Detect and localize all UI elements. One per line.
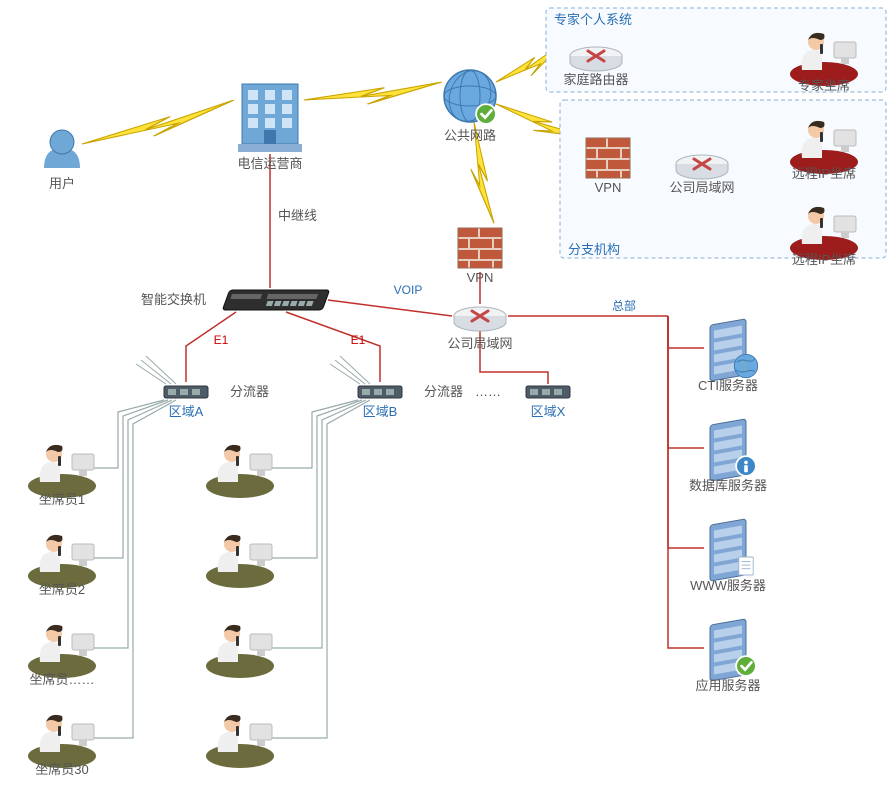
label: 坐席员2 xyxy=(39,582,85,597)
label: 应用服务器 xyxy=(695,678,760,693)
label: 坐席员30 xyxy=(35,762,88,777)
lightning-link xyxy=(79,100,237,150)
home-router-icon xyxy=(570,47,622,71)
label: 公司局域网 xyxy=(669,180,734,195)
label: VOIP xyxy=(394,283,423,297)
label: E1 xyxy=(214,333,229,347)
network-diagram: 专家个人系统分支机构 中继线 E1 E1 VOIP 总部 用户 电信运营商智能交换机 公共网路 V… xyxy=(0,0,896,799)
label: 公共网路 xyxy=(444,128,496,143)
agent-b xyxy=(206,445,274,498)
label: 智能交换机 xyxy=(141,292,206,307)
label: 坐席员…… xyxy=(29,672,94,687)
label: 公司局域网 xyxy=(447,336,512,351)
label: 区域X xyxy=(531,404,566,419)
agent-a xyxy=(28,715,96,768)
label: 数据库服务器 xyxy=(689,478,767,493)
label: 专家个人系统 xyxy=(554,12,632,27)
label: 家庭路由器 xyxy=(563,72,628,87)
carrier-icon xyxy=(238,84,302,152)
miniglobe-badge xyxy=(734,354,757,377)
branch-router-icon xyxy=(676,155,728,179)
check-icon xyxy=(476,104,496,124)
splitter-b-icon xyxy=(358,386,402,398)
label: CTI服务器 xyxy=(698,378,758,393)
label: 远程IP坐席 xyxy=(792,166,856,181)
branch-vpn-icon xyxy=(586,138,630,178)
label: 用户 xyxy=(49,176,75,191)
switch-icon xyxy=(222,290,329,310)
hq-router-icon xyxy=(454,307,506,331)
label: 坐席员1 xyxy=(39,492,85,507)
label: 电信运营商 xyxy=(237,156,302,171)
doc-badge xyxy=(739,557,753,575)
label: 远程IP坐席 xyxy=(792,252,856,267)
agent-b xyxy=(206,625,274,678)
label: E1 xyxy=(351,333,366,347)
label: 分流器 xyxy=(230,384,269,399)
splitter-a-icon xyxy=(164,386,208,398)
label: …… xyxy=(475,384,501,399)
info-badge xyxy=(736,456,756,476)
zone-x-icon xyxy=(526,386,570,398)
agent-b xyxy=(206,715,274,768)
label: 总部 xyxy=(612,298,636,313)
vpn-icon xyxy=(458,228,502,268)
check-badge xyxy=(736,656,756,676)
label: 区域B xyxy=(363,404,398,419)
label: VPN xyxy=(595,180,622,195)
agent-b xyxy=(206,535,274,588)
label: VPN xyxy=(467,270,494,285)
agent-a xyxy=(28,445,96,498)
label: 区域A xyxy=(169,404,204,419)
label: WWW服务器 xyxy=(690,578,766,593)
lightning-link xyxy=(304,82,443,106)
label: 分支机构 xyxy=(568,242,620,257)
agent-a xyxy=(28,625,96,678)
agent-a xyxy=(28,535,96,588)
label: 分流器 xyxy=(424,384,463,399)
user-icon xyxy=(44,130,80,168)
label: 中继线 xyxy=(278,208,317,223)
label: 专家坐席 xyxy=(798,78,850,93)
